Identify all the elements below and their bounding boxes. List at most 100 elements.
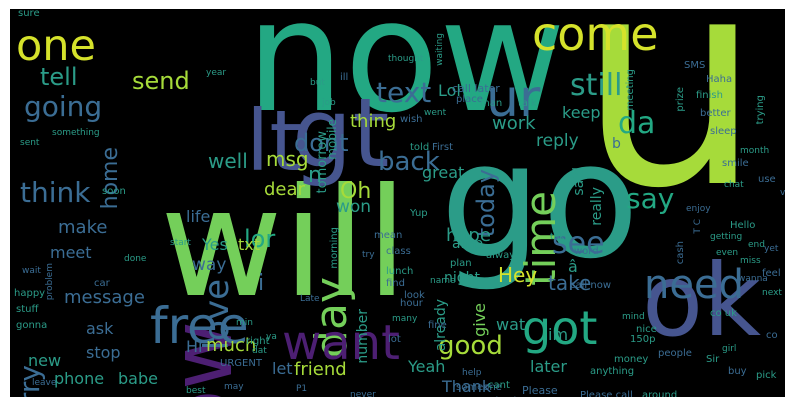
word-anything: anything [590, 367, 634, 377]
word-need: need [644, 265, 744, 305]
word-b: b [612, 137, 621, 151]
word-call_now: call now [570, 281, 611, 291]
word-name: name [430, 277, 456, 286]
word-soon: soon [102, 187, 126, 197]
word-great: great [422, 165, 464, 181]
word-money: money [614, 355, 648, 365]
word-won: won [336, 199, 371, 216]
word-leave: leave [32, 379, 56, 388]
word-tell: tell [40, 65, 78, 89]
word-lunch: lunch [386, 267, 413, 277]
word-please_call: Please call [580, 391, 633, 397]
word-trying: trying [756, 95, 766, 124]
word-start: start [170, 239, 191, 248]
word-class: class [386, 247, 411, 257]
word-never: never [350, 391, 376, 397]
word-a_small: â [568, 259, 578, 275]
word-first: First [432, 143, 453, 153]
word-dear: dear [264, 181, 305, 199]
word-haha: Haha [706, 75, 732, 85]
word-mobile: mobile [326, 119, 338, 160]
word-life: life [186, 209, 210, 225]
word-fine: fine [428, 321, 447, 331]
word-yeah: Yeah [408, 359, 445, 375]
word-word: word [574, 247, 599, 257]
word-help: help [462, 369, 481, 378]
word-home: home [100, 147, 122, 209]
word-meeting: meeting [626, 69, 636, 110]
word-co_uk: co uk [710, 309, 737, 319]
word-sms: SMS [684, 61, 705, 71]
word-pick: pick [756, 371, 776, 381]
word-place: place [456, 95, 483, 105]
word-give: give [472, 303, 488, 337]
word-yup: Yup [410, 209, 428, 219]
word-thing: thing [350, 113, 396, 131]
word-cant: cant [488, 381, 510, 391]
word-even: even [716, 249, 738, 258]
word-mean: mean [374, 231, 402, 241]
word-phone: phone [54, 371, 104, 387]
word-one: one [16, 25, 96, 68]
word-wanna: wanna [738, 275, 768, 284]
word-may: may [224, 383, 244, 392]
word-da: da [618, 109, 655, 139]
word-girl: girl [722, 345, 736, 354]
word-txt: txt [238, 237, 260, 253]
word-reply: reply [536, 133, 579, 150]
word-hey: Hey [498, 265, 537, 285]
word-done: done [124, 255, 146, 264]
word-tc: T C [694, 219, 703, 234]
word-smile: smile [722, 159, 749, 169]
word-thought: thought [388, 55, 423, 64]
word-hello: Hello [730, 221, 755, 231]
word-well: well [208, 151, 248, 171]
word-amp: amp [452, 237, 483, 251]
word-something: something [52, 129, 100, 138]
word-hour: hour [400, 299, 423, 309]
word-come: come [532, 11, 659, 57]
word-babe: babe [118, 371, 158, 387]
word-please: Please [522, 385, 558, 396]
word-happy: happy [14, 289, 45, 299]
word-keep: keep [562, 105, 601, 121]
word-ask: ask [86, 321, 113, 337]
word-best: best [186, 387, 205, 396]
word-ya: ya [266, 333, 277, 342]
word-lot: lot [388, 335, 401, 345]
word-going: going [24, 93, 102, 121]
word-man: man [480, 99, 502, 109]
word-stop: stop [86, 345, 121, 361]
word-meet: meet [50, 245, 92, 261]
word-cash: cash [676, 241, 686, 264]
word-but: but [310, 79, 325, 88]
word-chat: chat [724, 181, 744, 190]
word-co: co [766, 331, 778, 341]
word-thk: thk [550, 233, 564, 242]
word-dat: dat [252, 347, 267, 356]
word-sleep: sleep [710, 127, 737, 137]
word-many: many [392, 315, 417, 324]
word-hi: Hi [186, 339, 202, 355]
word-gonna: gonna [16, 321, 47, 331]
word-v: v [780, 189, 785, 198]
word-told: told [410, 143, 429, 153]
word-yes: Yes [202, 237, 228, 253]
word-end: end [748, 241, 765, 250]
word-went: went [424, 109, 446, 118]
word-job: job [322, 99, 336, 108]
word-mind: mind [622, 313, 645, 322]
word-wat: wat [496, 317, 525, 333]
word-wish: wish [400, 115, 423, 125]
word-enjoy: enjoy [686, 205, 711, 214]
word-wait: wait [22, 267, 41, 276]
word-let: let [272, 361, 293, 377]
word-150p: 150p [630, 335, 655, 345]
word-buy: buy [728, 367, 747, 377]
word-im: im [548, 327, 568, 343]
word-urgent: URGENT [220, 359, 262, 369]
word-msg: msg [266, 149, 309, 169]
word-morning: morning [330, 227, 340, 269]
word-yet: yet [764, 245, 778, 254]
word-said: said [572, 167, 586, 196]
